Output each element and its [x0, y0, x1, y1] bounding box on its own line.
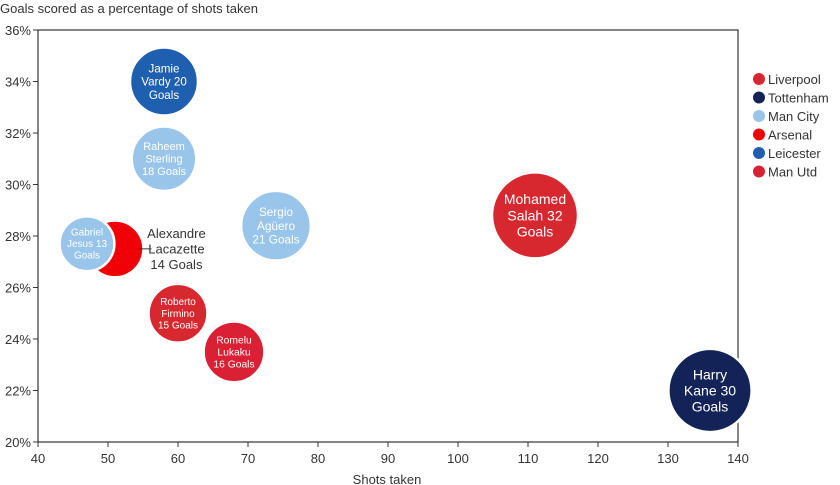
chart-title: Goals scored as a percentage of shots ta…: [0, 1, 258, 16]
bubble-label: 18 Goals: [142, 166, 187, 178]
legend-label: Arsenal: [768, 128, 812, 143]
bubble-circle: [58, 215, 116, 273]
bubble-label: 16 Goals: [213, 359, 254, 370]
y-axis: 20% 22% 24% 26% 28% 30% 32% 34% 36%: [5, 23, 38, 450]
legend-swatch: [753, 73, 765, 85]
legend-item: Liverpool: [753, 72, 821, 87]
x-tick-label: 130: [657, 451, 679, 466]
legend-label: Leicester: [768, 146, 821, 161]
bubble-label: Romelu: [216, 336, 252, 347]
bubble-label: Gabriel: [71, 228, 103, 239]
bubble-label: Agüero: [257, 219, 295, 233]
legend-item: Leicester: [753, 146, 821, 161]
y-tick-label: 34%: [5, 75, 31, 90]
bubble-label: Goals: [517, 223, 554, 239]
bubble-circle: [667, 347, 753, 434]
legend-swatch: [753, 128, 765, 141]
bubble-callout-label: Lacazette: [148, 241, 204, 256]
bubble-label: Salah 32: [507, 207, 562, 223]
legend-swatch: [753, 147, 765, 159]
bubble-label: Goals: [692, 399, 729, 415]
bubble-circle: [202, 320, 266, 384]
bubble-label: Jesus 13: [67, 239, 107, 250]
x-tick-label: 90: [381, 451, 395, 466]
legend-label: Man Utd: [768, 165, 817, 180]
x-tick-label: 100: [447, 451, 469, 466]
legend-label: Liverpool: [768, 72, 821, 87]
y-tick-label: 26%: [5, 281, 31, 296]
x-tick-label: 40: [31, 451, 45, 466]
legend: Liverpool Tottenham Man City Arsenal Leicest…: [753, 72, 829, 180]
x-tick-label: 140: [727, 451, 749, 466]
x-tick-label: 70: [241, 451, 255, 466]
x-tick-label: 80: [311, 451, 325, 466]
y-tick-label: 28%: [5, 229, 31, 244]
legend-item: Man Utd: [753, 165, 817, 180]
legend-swatch: [753, 91, 765, 104]
y-tick-label: 32%: [5, 126, 31, 141]
bubble-label: Kane 30: [684, 382, 736, 398]
y-tick-label: 30%: [5, 178, 31, 193]
x-tick-label: 120: [587, 451, 609, 466]
bubble-circle: [239, 189, 313, 262]
bubble-circle: [128, 46, 200, 117]
legend-item: Arsenal: [753, 128, 812, 143]
legend-label: Tottenham: [768, 91, 829, 106]
bubble-label: Goals: [74, 251, 100, 262]
x-tick-label: 60: [171, 451, 185, 466]
y-tick-label: 36%: [5, 23, 31, 38]
bubble-label: Firmino: [161, 309, 195, 320]
bubble-label: Harry: [693, 366, 727, 382]
bubble-callout-label: Alexandre: [147, 226, 206, 241]
legend-swatch: [753, 110, 765, 122]
bubble-circle: [147, 282, 209, 344]
legend-swatch: [753, 165, 765, 178]
x-tick-label: 50: [101, 451, 115, 466]
bubble-label: Vardy 20: [141, 76, 187, 89]
y-tick-label: 22%: [5, 384, 31, 399]
bubble-label: Roberto: [160, 297, 196, 308]
bubble-label: Sergio: [259, 205, 294, 219]
bubble-label: Goals: [149, 89, 179, 102]
bubble-label: Raheem: [143, 141, 185, 153]
bubble-circle: [130, 125, 198, 193]
bubble-label: Mohamed: [504, 191, 566, 207]
y-tick-label: 20%: [5, 435, 31, 450]
legend-label: Man City: [768, 109, 820, 124]
bubble-label: 15 Goals: [158, 320, 198, 331]
bubble-label: Sterling: [145, 154, 182, 166]
x-tick-label: 110: [518, 451, 539, 466]
y-tick-label: 24%: [5, 332, 31, 347]
legend-item: Tottenham: [753, 91, 829, 106]
legend-item: Man City: [753, 109, 820, 124]
bubble-label: Lukaku: [217, 347, 250, 358]
bubble-label: Jamie: [149, 62, 180, 75]
bubble-circle: [490, 171, 580, 260]
x-axis: 40 50 60 70 80 90 100 110 120 130 140: [31, 442, 749, 466]
bubble-callout-label: 14 Goals: [150, 257, 203, 272]
bubble-label: 21 Goals: [252, 232, 299, 246]
x-axis-label: Shots taken: [353, 472, 422, 485]
